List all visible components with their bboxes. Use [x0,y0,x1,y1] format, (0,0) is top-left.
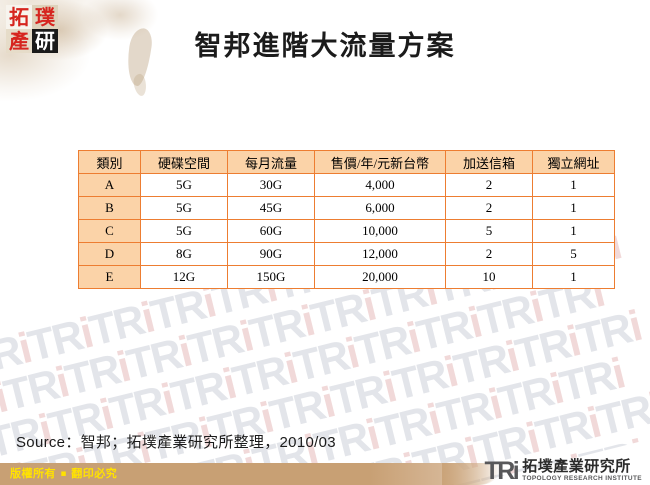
cell-traffic: 60G [227,219,315,243]
column-header-disk: 硬碟空間 [140,150,228,174]
cell-disk: 8G [140,242,228,266]
cell-price: 4,000 [314,173,446,197]
footer-brand-names: 拓墣產業研究所 TOPOLOGY RESEARCH INSTITUTE [522,456,642,483]
column-header-category: 類別 [78,150,141,174]
cell-mailbox: 2 [445,242,533,266]
cell-traffic: 45G [227,196,315,220]
cell-traffic: 90G [227,242,315,266]
cell-category: C [78,219,141,243]
cell-disk: 5G [140,173,228,197]
cell-domain: 1 [532,173,615,197]
footer-brand-english: TOPOLOGY RESEARCH INSTITUTE [522,474,642,482]
footer-separator-icon: ▪ [60,469,67,479]
cell-domain: 1 [532,196,615,220]
cell-disk: 12G [140,265,228,289]
cell-category: B [78,196,141,220]
cell-mailbox: 2 [445,196,533,220]
pricing-table: 類別 硬碟空間 每月流量 售價/年/元新台幣 加送信箱 獨立網址 A 5G 30… [78,150,615,289]
table-row: E 12G 150G 20,000 10 1 [78,265,615,289]
cell-disk: 5G [140,219,228,243]
cell-traffic: 150G [227,265,315,289]
footer-copyright: 版權所有 ▪ 翻印必究 [10,465,117,481]
cell-price: 10,000 [314,219,446,243]
column-header-traffic: 每月流量 [227,150,315,174]
cell-mailbox: 10 [445,265,533,289]
source-note: Source：智邦；拓墣產業研究所整理，2010/03 [16,434,336,451]
cell-mailbox: 5 [445,219,533,243]
footer-bar [0,463,502,485]
cell-domain: 5 [532,242,615,266]
table-row: C 5G 60G 10,000 5 1 [78,219,615,243]
cell-category: A [78,173,141,197]
cell-domain: 1 [532,219,615,243]
column-header-mailbox: 加送信箱 [445,150,533,174]
tri-wordmark-text: TRi [484,457,519,485]
table-row: A 5G 30G 4,000 2 1 [78,173,615,197]
pricing-table-container: 類別 硬碟空間 每月流量 售價/年/元新台幣 加送信箱 獨立網址 A 5G 30… [78,150,615,289]
table-header-row: 類別 硬碟空間 每月流量 售價/年/元新台幣 加送信箱 獨立網址 [78,150,615,174]
column-header-domain: 獨立網址 [532,150,615,174]
cell-price: 6,000 [314,196,446,220]
footer-copyright-part1: 版權所有 [10,467,56,480]
footer-brand-logo: TRi 拓墣產業研究所 TOPOLOGY RESEARCH INSTITUTE [484,456,642,485]
cell-price: 12,000 [314,242,446,266]
cell-domain: 1 [532,265,615,289]
footer-copyright-part2: 翻印必究 [71,467,118,480]
cell-disk: 5G [140,196,228,220]
background-island-shape-small [132,73,148,97]
table-row: B 5G 45G 6,000 2 1 [78,196,615,220]
cell-traffic: 30G [227,173,315,197]
cell-category: D [78,242,141,266]
cell-category: E [78,265,141,289]
page-title: 智邦進階大流量方案 [194,31,456,62]
cell-price: 20,000 [314,265,446,289]
cell-mailbox: 2 [445,173,533,197]
column-header-price: 售價/年/元新台幣 [314,150,446,174]
tri-wordmark: TRi [484,457,519,485]
footer-brand-chinese: 拓墣產業研究所 [522,456,631,475]
table-row: D 8G 90G 12,000 2 5 [78,242,615,266]
